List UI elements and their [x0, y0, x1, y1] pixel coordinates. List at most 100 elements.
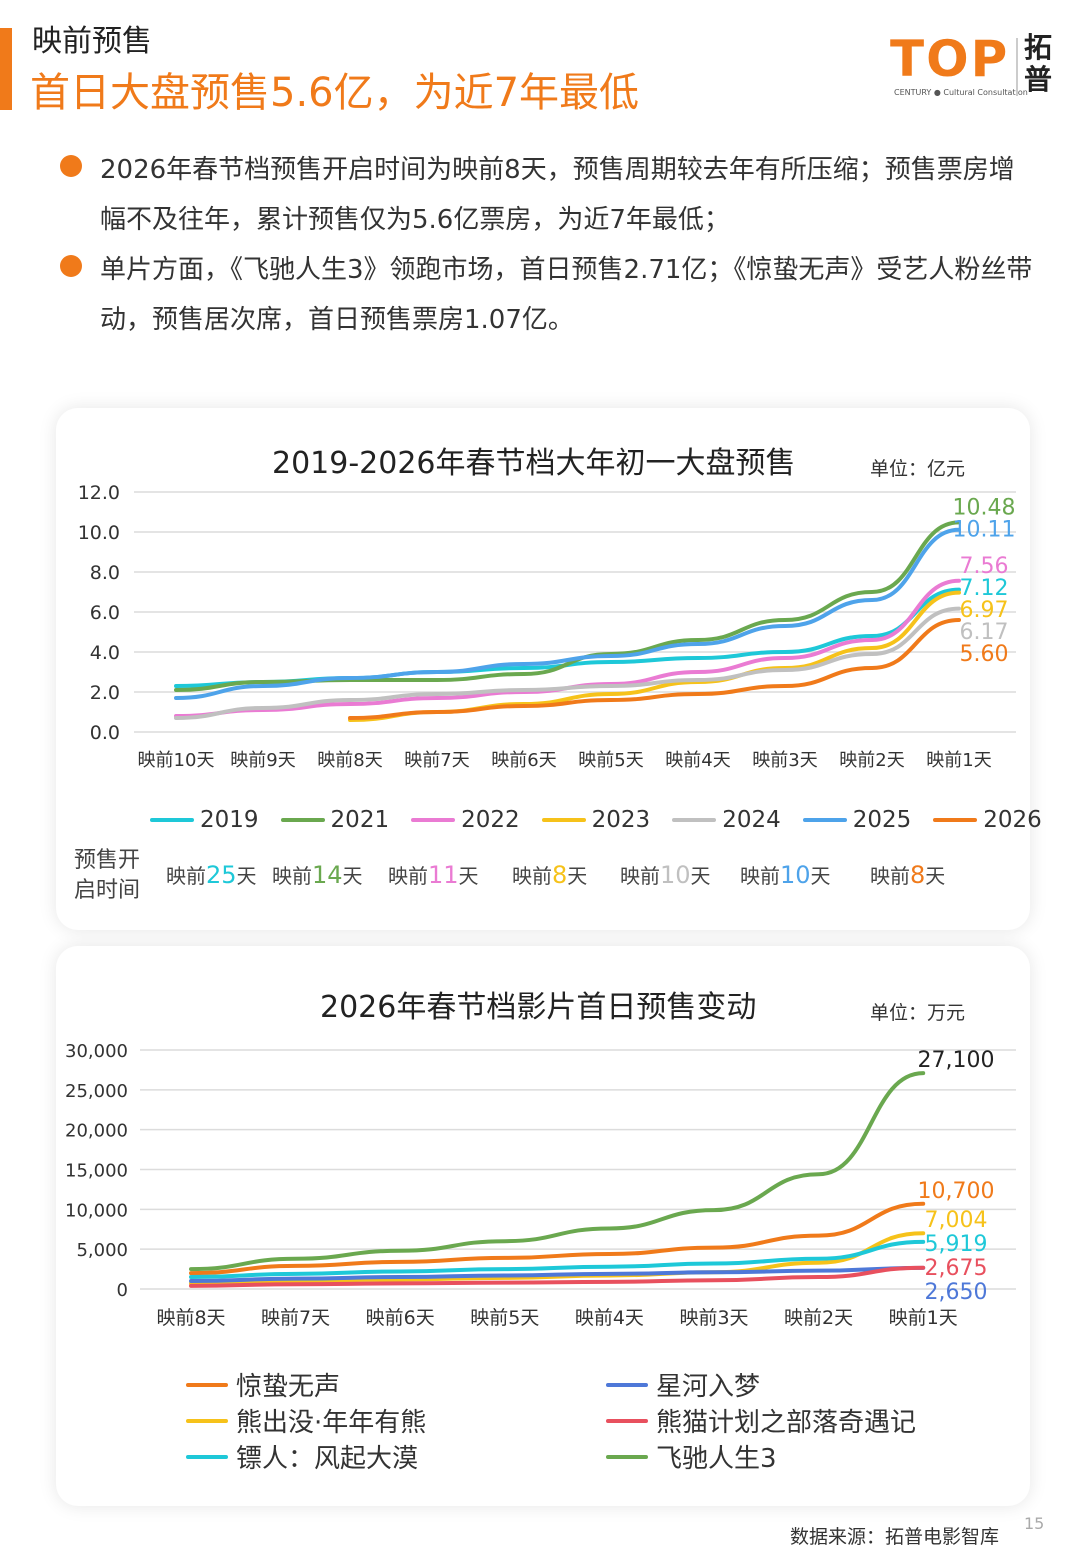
y-tick-label: 25,000	[65, 1081, 128, 1102]
film-presale-line-chart: 30,000 25,000 20,000 15,000 10,000 5,000 0 映前8天…	[65, 1041, 1016, 1329]
series-line-镖人：风起大漠	[189, 1239, 926, 1280]
legend-item: 2025	[802, 803, 912, 837]
presale-days: 8	[910, 861, 926, 889]
chart-unit: 单位：万元	[870, 1002, 966, 1024]
top-logo: TOP CENTURY ● Cultural Consultation 拓普	[890, 30, 1060, 100]
presale-prefix: 映前	[166, 864, 206, 888]
y-tick-label: 5,000	[76, 1240, 128, 1261]
bullet-dot-icon	[60, 255, 82, 277]
end-value-label: 6.97	[960, 598, 1009, 623]
legend-swatch	[802, 818, 847, 822]
x-tick-label: 映前9天	[230, 750, 295, 771]
y-tick-label: 10,000	[65, 1200, 128, 1221]
chart-title: 2026年春节档影片首日预售变动	[320, 990, 757, 1025]
series-line-星河入梦	[189, 1265, 926, 1284]
y-tick-label: 10.0	[78, 522, 120, 544]
end-value-label: 7.12	[960, 576, 1009, 601]
bullet-item: 2026年春节档预售开启时间为映前8天，预售周期较去年有所压缩；预售票房增幅不及…	[60, 145, 1040, 245]
x-tick-label: 映前3天	[752, 750, 817, 771]
legend-swatch	[411, 818, 456, 822]
y-tick-label: 15,000	[65, 1161, 128, 1182]
presale-days: 8	[552, 861, 568, 889]
x-tick-label: 映前1天	[889, 1307, 958, 1329]
y-tick-label: 30,000	[65, 1041, 128, 1062]
series-line-2025	[174, 527, 961, 700]
y-tick-label: 2.0	[90, 682, 120, 704]
legend-item: 熊出没·年年有熊	[186, 1402, 426, 1439]
series-line-惊蛰无声	[189, 1201, 926, 1276]
series-line-2024	[174, 606, 961, 720]
legend-swatch	[606, 1418, 648, 1423]
chart-legend: 2019 2021 2022 2023 2024 2025 2026	[150, 803, 1042, 837]
presale-start-label: 预售开启时间	[74, 848, 141, 903]
chart-card-market-presale: 2019-2026年春节档大年初一大盘预售 单位：亿元 12.0 10.0 8.0 6…	[56, 408, 1042, 930]
x-tick-label: 映前6天	[491, 750, 556, 771]
page-number: 15	[1024, 1514, 1045, 1533]
legend-item: 惊蛰无声	[186, 1366, 340, 1403]
legend-item: 熊猫计划之部落奇遇记	[606, 1402, 916, 1439]
presale-days: 14	[312, 861, 343, 889]
legend-swatch	[186, 1454, 228, 1459]
presale-start-item: 映前8天	[512, 860, 587, 889]
legend-item: 飞驰人生3	[606, 1438, 777, 1475]
end-value-label: 27,100	[918, 1048, 995, 1073]
x-tick-label: 映前1天	[926, 750, 991, 771]
legend-label: 2022	[461, 807, 520, 833]
x-tick-label: 映前8天	[156, 1307, 225, 1329]
end-value-label: 10,700	[918, 1179, 995, 1204]
y-tick-label: 4.0	[90, 642, 120, 664]
presale-prefix: 映前	[870, 864, 910, 888]
summary-bullets: 2026年春节档预售开启时间为映前8天，预售周期较去年有所压缩；预售票房增幅不及…	[60, 145, 1040, 345]
x-tick-label: 映前2天	[839, 750, 904, 771]
legend-label: 惊蛰无声	[236, 1372, 341, 1402]
presale-start-item: 映前25天	[166, 860, 257, 889]
presale-suffix: 天	[458, 864, 479, 888]
presale-days: 25	[206, 861, 237, 889]
bullet-text: 2026年春节档预售开启时间为映前8天，预售周期较去年有所压缩；预售票房增幅不及…	[100, 155, 1015, 235]
y-tick-label: 0.0	[90, 722, 120, 744]
x-tick-label: 映前7天	[404, 750, 469, 771]
legend-label: 星河入梦	[656, 1372, 761, 1402]
legend-swatch	[186, 1382, 228, 1387]
logo-text: TOP	[890, 30, 1010, 88]
presale-start-item: 映前8天	[870, 860, 945, 889]
y-tick-label: 0	[117, 1280, 128, 1301]
presale-prefix: 映前	[512, 864, 552, 888]
presale-start-item: 映前10天	[620, 860, 711, 889]
presale-suffix: 天	[567, 864, 588, 888]
presale-suffix: 天	[690, 864, 711, 888]
header-accent-bar	[0, 28, 12, 110]
presale-start-item: 映前14天	[272, 860, 363, 889]
presale-suffix: 天	[342, 864, 363, 888]
x-tick-label: 映前4天	[575, 1307, 644, 1329]
legend-swatch	[672, 818, 717, 822]
x-tick-label: 映前10天	[138, 750, 215, 771]
legend-label: 2025	[852, 807, 912, 833]
presale-suffix: 天	[810, 864, 831, 888]
y-tick-label: 12.0	[78, 482, 120, 504]
presale-days: 10	[780, 861, 811, 889]
page-headline: 首日大盘预售5.6亿，为近7年最低	[30, 70, 640, 116]
legend-label: 熊猫计划之部落奇遇记	[656, 1408, 917, 1438]
presale-prefix: 映前	[620, 864, 660, 888]
bullet-text: 单片方面，《飞驰人生3》领跑市场，首日预售2.71亿；《惊蛰无声》受艺人粉丝带动…	[100, 255, 1033, 335]
x-tick-label: 映前6天	[366, 1307, 435, 1329]
chart-unit: 单位：亿元	[870, 458, 966, 480]
legend-item: 2026	[933, 803, 1042, 837]
chart-card-film-presale: 2026年春节档影片首日预售变动 单位：万元 30,000 25,000 20,00…	[56, 946, 1030, 1506]
end-value-label: 7,004	[925, 1208, 988, 1233]
presale-prefix: 映前	[388, 864, 428, 888]
market-presale-line-chart: 12.0 10.0 8.0 6.0 4.0 2.0 0.0 映前10天 映前9天 映前8天 映前7天…	[78, 482, 1016, 771]
legend-item: 2019	[150, 803, 259, 837]
legend-item: 2023	[541, 803, 650, 837]
section-title: 映前预售	[32, 24, 152, 59]
series-line-2022	[174, 578, 961, 718]
legend-swatch	[606, 1454, 648, 1459]
series-line-2026	[348, 618, 961, 720]
end-value-label: 5.60	[960, 642, 1009, 667]
bullet-item: 单片方面，《飞驰人生3》领跑市场，首日预售2.71亿；《惊蛰无声》受艺人粉丝带动…	[60, 245, 1040, 345]
logo-cn: 拓普	[1024, 31, 1053, 96]
end-value-label: 10.11	[953, 517, 1016, 542]
legend-item: 2021	[280, 803, 389, 837]
logo-subtext: CENTURY ● Cultural Consultation	[894, 88, 1028, 97]
